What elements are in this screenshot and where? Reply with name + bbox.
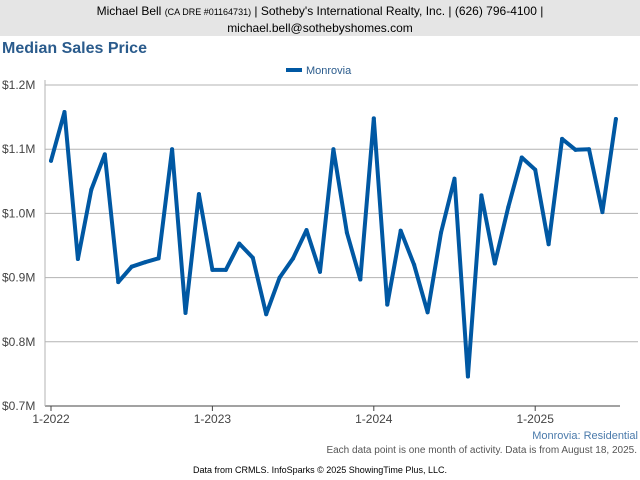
agent-company-phone: | Sotheby's International Realty, Inc. |… xyxy=(254,4,544,18)
data-point xyxy=(277,275,282,280)
data-point xyxy=(291,256,296,261)
data-point xyxy=(412,262,417,267)
data-point xyxy=(546,242,551,247)
data-point xyxy=(237,241,242,246)
data-point xyxy=(331,147,336,152)
data-point xyxy=(560,136,565,141)
y-tick-label: $0.8M xyxy=(2,335,35,349)
agent-header-line1: Michael Bell (CA DRE #01164731) | Sotheb… xyxy=(0,3,640,20)
data-point xyxy=(62,109,67,114)
data-point xyxy=(116,280,121,285)
chart-title: Median Sales Price xyxy=(2,40,147,57)
data-point xyxy=(452,176,457,181)
y-tick-label: $0.9M xyxy=(2,271,35,285)
agent-license: (CA DRE #01164731) xyxy=(164,7,252,17)
data-point xyxy=(170,147,175,152)
y-tick-label: $1.2M xyxy=(2,78,35,92)
data-point xyxy=(533,167,538,172)
data-point xyxy=(573,147,578,152)
data-point xyxy=(75,256,80,261)
series-description: Monrovia: Residential xyxy=(532,430,638,442)
data-point xyxy=(358,277,363,282)
data-point xyxy=(371,116,376,121)
x-tick-label: 1-2023 xyxy=(194,412,232,426)
data-point xyxy=(183,310,188,315)
data-point xyxy=(344,230,349,235)
data-footnote: Each data point is one month of activity… xyxy=(326,445,637,456)
data-point xyxy=(49,158,53,163)
data-credit: Data from CRMLS. InfoSparks © 2025 Showi… xyxy=(193,465,447,475)
data-point xyxy=(492,261,497,266)
data-point xyxy=(304,228,309,233)
data-point xyxy=(318,269,322,274)
data-point xyxy=(210,267,215,272)
data-point xyxy=(156,256,161,261)
data-point xyxy=(129,264,134,269)
agent-header: Michael Bell (CA DRE #01164731) | Sotheb… xyxy=(0,0,640,36)
data-point xyxy=(89,187,94,192)
agent-email[interactable]: michael.bell@sothebyshomes.com xyxy=(227,21,413,35)
data-point xyxy=(479,193,484,198)
data-point xyxy=(587,147,591,152)
x-tick-label: 1-2025 xyxy=(517,412,555,426)
legend-label: Monrovia xyxy=(306,65,352,77)
data-point xyxy=(223,267,228,272)
data-point xyxy=(196,192,201,197)
data-point xyxy=(506,204,511,209)
y-tick-label: $1.0M xyxy=(2,206,35,220)
data-point xyxy=(465,374,470,379)
data-point xyxy=(143,260,148,265)
x-tick-label: 1-2024 xyxy=(355,412,393,426)
y-tick-label: $0.7M xyxy=(2,399,35,413)
data-point xyxy=(519,155,524,160)
data-point xyxy=(264,312,269,317)
data-point xyxy=(102,152,107,157)
agent-name: Michael Bell xyxy=(96,4,162,18)
data-point xyxy=(425,310,430,315)
data-point xyxy=(385,302,390,307)
data-point xyxy=(398,228,403,233)
data-point xyxy=(250,255,255,260)
data-point xyxy=(600,210,605,215)
data-point xyxy=(439,230,444,235)
data-point xyxy=(613,117,618,122)
x-tick-label: 1-2022 xyxy=(32,412,70,426)
series-line xyxy=(49,110,618,379)
y-tick-label: $1.1M xyxy=(2,142,35,156)
